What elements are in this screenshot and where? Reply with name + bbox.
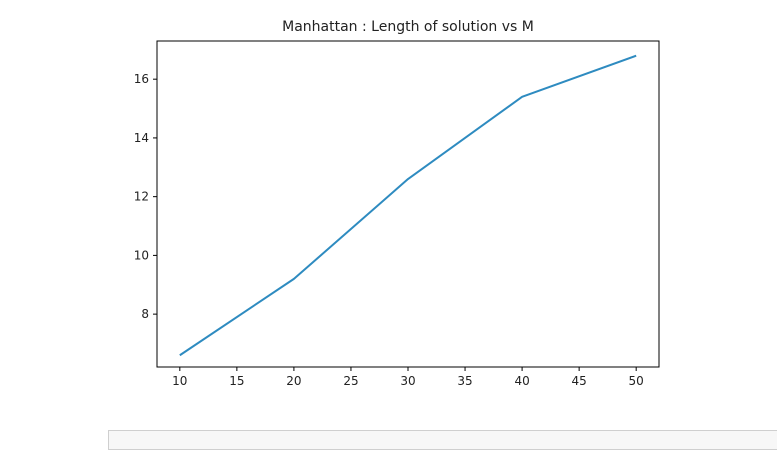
chart-title: Manhattan : Length of solution vs M (282, 19, 534, 35)
x-tick-label: 25 (343, 374, 358, 388)
y-tick-label: 10 (134, 248, 149, 262)
x-tick-label: 40 (514, 374, 529, 388)
x-tick-label: 20 (286, 374, 301, 388)
y-tick-label: 8 (141, 307, 149, 321)
x-axis: 10 15 20 25 30 35 40 45 50 (172, 367, 644, 388)
x-tick-label: 30 (400, 374, 415, 388)
series-line (180, 56, 636, 356)
y-tick-label: 12 (134, 190, 149, 204)
next-notebook-cell[interactable] (108, 430, 777, 450)
x-tick-label: 45 (571, 374, 586, 388)
x-tick-label: 15 (229, 374, 244, 388)
x-tick-label: 10 (172, 374, 187, 388)
series-layer (180, 56, 637, 356)
chart: Manhattan : Length of solution vs M 10 15… (0, 0, 777, 438)
y-tick-label: 14 (134, 131, 149, 145)
y-axis: 8 10 12 14 16 (134, 72, 157, 321)
plot-area (157, 41, 659, 367)
y-tick-label: 16 (134, 72, 149, 86)
x-tick-label: 35 (457, 374, 472, 388)
x-tick-label: 50 (629, 374, 644, 388)
